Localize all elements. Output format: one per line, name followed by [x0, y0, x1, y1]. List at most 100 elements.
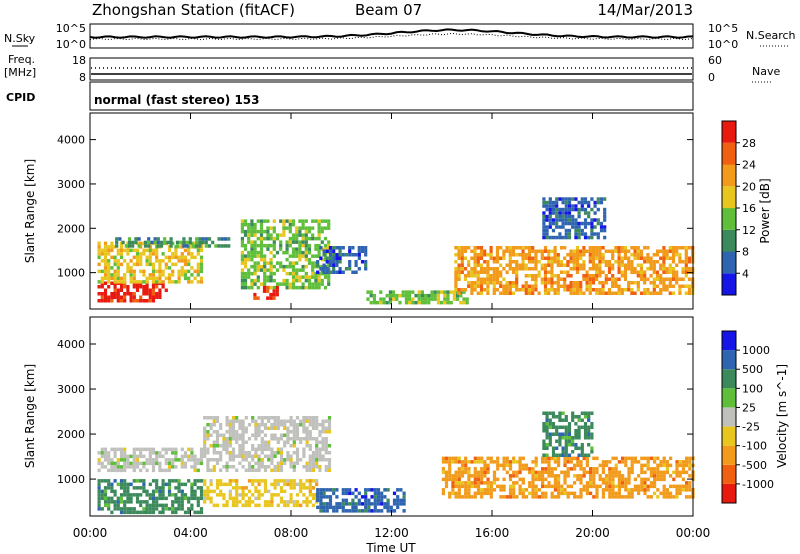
data-cell — [623, 256, 628, 260]
data-cell — [177, 276, 181, 281]
data-cell — [145, 493, 149, 497]
data-cell — [158, 273, 162, 277]
data-cell — [544, 477, 548, 482]
data-cell — [489, 488, 493, 492]
data-cell — [107, 454, 111, 459]
data-cell — [206, 486, 210, 490]
data-cell — [607, 288, 612, 292]
data-cell — [222, 444, 226, 448]
data-cell — [308, 419, 312, 423]
data-cell — [206, 416, 210, 420]
data-cell — [464, 488, 468, 492]
data-cell — [311, 503, 316, 508]
data-cell — [557, 456, 561, 461]
data-cell — [685, 481, 689, 485]
data-cell — [505, 463, 509, 468]
data-cell — [107, 269, 111, 274]
data-cell — [129, 259, 133, 263]
data-cell — [291, 264, 296, 269]
data-cell — [318, 468, 322, 472]
data-cell — [545, 207, 549, 212]
data-cell — [577, 232, 581, 236]
data-cell — [167, 259, 172, 263]
data-cell — [263, 423, 268, 427]
data-cell — [129, 461, 133, 466]
data-cell — [276, 482, 280, 487]
noise-right-tick-high: 10^5 — [708, 22, 738, 35]
data-cell — [148, 496, 152, 501]
data-cell — [183, 510, 188, 515]
data-cell — [518, 477, 522, 482]
data-cell — [524, 274, 528, 278]
data-cell — [116, 500, 120, 504]
data-cell — [383, 502, 387, 506]
data-cell — [508, 246, 512, 250]
data-cell — [637, 474, 641, 478]
data-cell — [489, 249, 493, 253]
data-cell — [464, 495, 468, 499]
data-cell — [131, 244, 135, 248]
data-cell — [574, 235, 578, 240]
data-cell — [385, 293, 389, 298]
data-cell — [257, 430, 261, 434]
data-cell — [348, 267, 352, 271]
data-cell — [308, 444, 312, 448]
data-cell — [107, 486, 111, 490]
data-cell — [577, 228, 581, 233]
colorbar-tick-label: 4 — [742, 267, 749, 280]
data-cell — [364, 260, 368, 264]
data-cell — [119, 299, 124, 303]
data-cell — [199, 280, 204, 284]
data-cell — [231, 437, 236, 441]
data-cell — [608, 470, 612, 475]
data-cell — [457, 474, 461, 478]
data-cell — [286, 433, 290, 437]
data-cell — [577, 200, 581, 205]
data-cell — [671, 284, 676, 288]
colorbar-tick-label: 28 — [742, 137, 756, 150]
data-cell — [199, 489, 204, 494]
data-cell — [476, 277, 480, 281]
data-cell — [257, 496, 261, 501]
data-cell — [607, 291, 612, 295]
data-cell — [608, 474, 612, 478]
data-cell — [598, 274, 602, 278]
data-cell — [285, 226, 289, 230]
data-cell — [231, 419, 236, 423]
data-cell — [489, 484, 493, 489]
data-cell — [534, 263, 538, 267]
data-cell — [617, 477, 621, 482]
data-cell — [624, 477, 628, 482]
data-cell — [521, 288, 525, 292]
data-cell — [126, 465, 130, 469]
data-cell — [473, 270, 477, 274]
data-cell — [607, 260, 612, 264]
data-cell — [583, 415, 588, 419]
data-cell — [611, 253, 615, 257]
data-cell — [555, 453, 559, 457]
data-cell — [556, 288, 560, 292]
data-cell — [110, 276, 114, 281]
data-cell — [263, 264, 267, 269]
data-cell — [590, 425, 594, 429]
data-cell — [298, 275, 302, 279]
data-cell — [113, 280, 117, 284]
data-cell — [295, 503, 300, 508]
freq-right-tick-high: 60 — [708, 54, 722, 67]
data-cell — [460, 463, 465, 468]
data-cell — [243, 243, 248, 248]
data-cell — [139, 468, 143, 473]
data-cell — [483, 270, 487, 274]
data-cell — [684, 246, 688, 250]
data-cell — [454, 477, 458, 482]
data-cell — [599, 225, 604, 229]
data-cell — [270, 458, 274, 462]
data-cell — [614, 463, 618, 468]
data-cell — [560, 491, 564, 496]
data-cell — [545, 228, 549, 233]
data-cell — [215, 503, 220, 508]
data-cell — [639, 291, 644, 295]
data-cell — [324, 430, 328, 434]
data-cell — [454, 470, 458, 475]
data-cell — [253, 278, 257, 283]
